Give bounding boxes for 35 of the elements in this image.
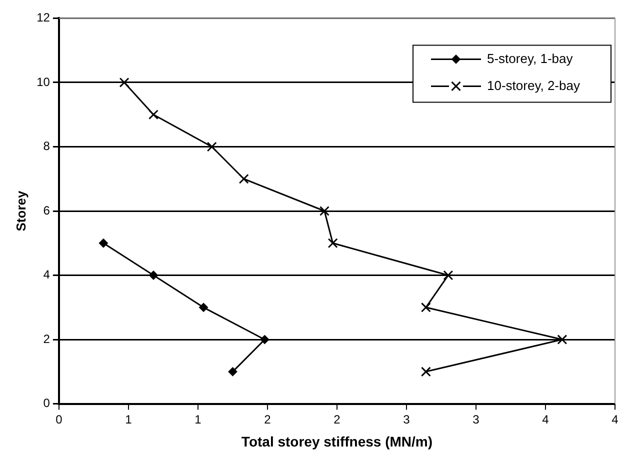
y-tick-label: 0 — [43, 396, 50, 410]
point — [119, 77, 130, 88]
legend-label: 5-storey, 1-bay — [487, 50, 574, 66]
point — [228, 367, 238, 376]
y-tick-label: 12 — [36, 10, 50, 25]
x-axis-title: Total storey stiffness (MN/m) — [241, 433, 433, 450]
y-tick-label: 2 — [43, 332, 50, 346]
x-tick-label: 4 — [612, 412, 619, 426]
y-axis-title: Storey — [13, 190, 28, 232]
x-tick-label: 4 — [542, 412, 550, 426]
y-tick-label: 6 — [43, 203, 50, 218]
y-tick-label: 8 — [43, 139, 50, 154]
x-tick-label: 3 — [403, 412, 410, 426]
legend-label: 10-storey, 2-bay — [487, 78, 580, 93]
x-tick-label: 0 — [56, 412, 63, 426]
y-tick-label: 10 — [36, 74, 50, 89]
point — [260, 335, 270, 344]
point — [206, 142, 217, 152]
point — [328, 238, 338, 248]
point — [319, 206, 330, 216]
point — [443, 270, 454, 280]
x-tick-label: 1 — [125, 412, 132, 426]
point — [98, 238, 108, 248]
point — [199, 302, 208, 312]
point — [148, 270, 158, 280]
x-tick-label: 2 — [334, 412, 341, 426]
point — [238, 174, 249, 184]
x-tick-label: 3 — [472, 412, 480, 426]
x-tick-label: 1 — [194, 412, 202, 426]
point — [557, 334, 568, 345]
y-tick-label: 4 — [43, 268, 50, 282]
point — [148, 110, 158, 120]
x-tick-label: 2 — [264, 412, 272, 426]
point — [420, 366, 431, 377]
point — [420, 302, 431, 312]
